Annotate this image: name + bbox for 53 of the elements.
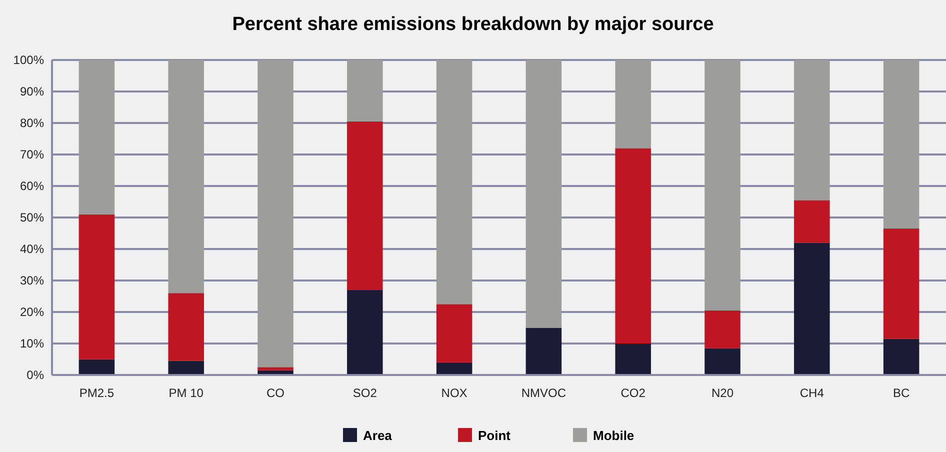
y-tick-label: 70% (20, 148, 44, 162)
bar (615, 148, 651, 344)
x-tick-label: SO2 (352, 386, 378, 400)
y-tick-label: 0% (26, 368, 44, 382)
x-tick-label: PM2.5 (79, 386, 114, 400)
y-tick-label: 50% (20, 210, 44, 225)
bar (347, 60, 383, 122)
bar (526, 328, 562, 375)
x-tick-label: NMVOC (521, 386, 566, 400)
x-tick-label: CH4 (800, 386, 824, 400)
y-tick-label: 20% (20, 305, 44, 320)
bar (436, 60, 472, 304)
x-tick-label: CO (266, 386, 284, 400)
bar (258, 367, 294, 370)
bar (794, 200, 830, 243)
bar (436, 362, 472, 375)
bar (78, 60, 115, 214)
bar (883, 228, 920, 339)
bar (168, 60, 204, 294)
y-tick-label: 80% (20, 116, 44, 130)
bar (347, 290, 383, 375)
y-tick-label: 60% (20, 179, 44, 194)
chart-title: Percent share emissions breakdown by major source (232, 14, 714, 35)
x-tick-label: N20 (711, 386, 734, 400)
bar (347, 121, 383, 290)
bar (704, 310, 740, 348)
bar (794, 242, 830, 375)
bar (704, 348, 740, 375)
bar (883, 60, 920, 229)
y-tick-label: 90% (20, 84, 44, 99)
bar (615, 60, 651, 148)
y-tick-label: 30% (20, 274, 44, 288)
x-tick-label: BC (892, 386, 910, 400)
bar (168, 293, 204, 361)
y-tick-label: 40% (20, 242, 44, 256)
y-tick-label: 10% (20, 336, 44, 351)
bar (615, 344, 651, 375)
bar (526, 60, 562, 328)
legend-label: Point (478, 428, 512, 443)
y-tick-label: 100% (13, 53, 44, 68)
legend-label: Mobile (593, 428, 634, 443)
x-tick-label: PM 10 (168, 386, 204, 400)
bar (168, 360, 204, 375)
bar (704, 60, 740, 310)
bar (794, 60, 830, 200)
x-tick-label: CO2 (620, 386, 646, 400)
bar (883, 338, 920, 375)
x-tick-label: NOX (441, 386, 468, 400)
bar (78, 214, 115, 360)
legend-label: Area (363, 428, 393, 443)
bar (436, 304, 472, 362)
bar (78, 359, 115, 375)
bar (258, 60, 294, 368)
